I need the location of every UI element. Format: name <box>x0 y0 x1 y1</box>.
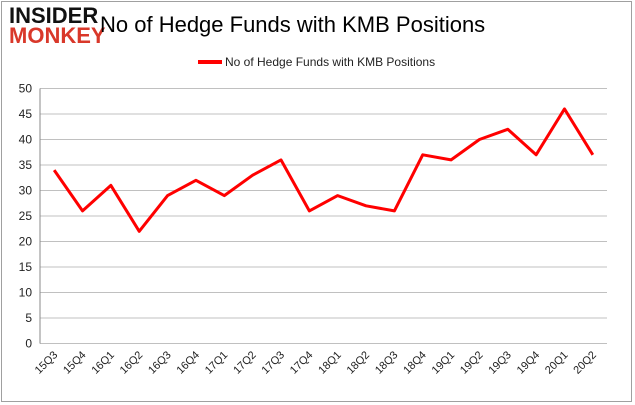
chart-title: No of Hedge Funds with KMB Positions <box>100 12 486 37</box>
x-tick-label: 17Q1 <box>203 349 231 377</box>
y-tick-label: 40 <box>19 133 33 147</box>
x-tick-label: 19Q1 <box>430 349 458 377</box>
x-tick-label: 18Q3 <box>373 349 401 377</box>
y-tick-label: 5 <box>25 311 32 325</box>
y-tick-label: 30 <box>19 184 33 198</box>
y-tick-label: 50 <box>19 82 33 96</box>
x-tick-label: 20Q1 <box>543 349 571 377</box>
x-tick-label: 16Q2 <box>118 349 146 377</box>
x-tick-label: 16Q4 <box>175 349 203 377</box>
x-tick-label: 18Q4 <box>401 349 429 377</box>
x-tick-label: 15Q4 <box>61 349 89 377</box>
x-tick-label: 17Q2 <box>231 349 259 377</box>
x-tick-label: 18Q1 <box>316 349 344 377</box>
legend-label: No of Hedge Funds with KMB Positions <box>225 55 435 69</box>
y-tick-label: 10 <box>19 286 33 300</box>
x-tick-label: 17Q3 <box>260 349 288 377</box>
insider-monkey-logo: INSIDER MONKEY <box>9 3 106 48</box>
x-tick-label: 15Q3 <box>33 349 61 377</box>
x-tick-label: 16Q1 <box>89 349 117 377</box>
logo-line1: INSIDER <box>9 3 99 28</box>
y-tick-label: 20 <box>19 235 33 249</box>
y-tick-label: 25 <box>19 209 33 223</box>
y-tick-label: 35 <box>19 158 33 172</box>
x-tick-label: 18Q2 <box>345 349 373 377</box>
x-tick-label: 19Q4 <box>515 349 543 377</box>
logo-line2: MONKEY <box>9 23 106 48</box>
x-tick-label: 20Q2 <box>571 349 599 377</box>
x-tick-label: 17Q4 <box>288 349 316 377</box>
x-tick-label: 19Q3 <box>486 349 514 377</box>
x-tick-label: 16Q3 <box>146 349 174 377</box>
y-tick-label: 0 <box>25 337 32 351</box>
series-line <box>52 107 595 233</box>
x-tick-label: 19Q2 <box>458 349 486 377</box>
y-tick-label: 45 <box>19 107 33 121</box>
y-tick-label: 15 <box>19 260 33 274</box>
